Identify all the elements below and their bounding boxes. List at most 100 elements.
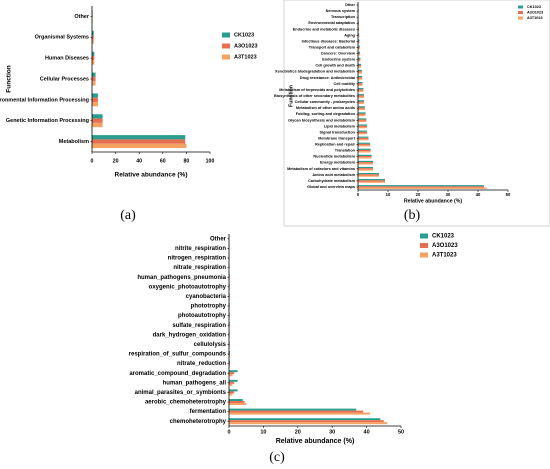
chart-b-y-axis-title: Function	[288, 85, 294, 107]
chart-b-bar	[358, 96, 364, 98]
chart-c-bar	[229, 353, 231, 355]
chart-c-category-label: animal_parasites_or_symbionts	[135, 390, 227, 396]
chart-c-bar	[229, 354, 231, 357]
chart-c-category-label: human_pathogens_pneumonia	[137, 275, 226, 281]
chart-b-category-label: Global and overview maps	[307, 185, 355, 189]
chart-c-bar	[229, 402, 247, 405]
chart-c-legend-swatch	[420, 243, 428, 248]
chart-b-bar	[358, 162, 373, 164]
chart-b-bar	[358, 130, 367, 132]
chart-a-bar	[92, 139, 186, 144]
chart-c-category-label: dark_hydrogen_oxidation	[153, 332, 227, 338]
chart-b-category-label: Metabolism of terpenoids and polyketides	[279, 88, 355, 92]
chart-c-bar	[229, 420, 384, 423]
chart-a-bar	[92, 39, 94, 44]
chart-a-x-tick-label: 80	[184, 158, 190, 164]
chart-c-category-label: nitrate_respiration	[173, 265, 226, 271]
chart-b-bar	[358, 143, 370, 146]
chart-b-category-label: Folding, sorting and degradation	[296, 112, 356, 116]
chart-a-legend-swatch	[222, 32, 230, 38]
chart-b-bar	[358, 63, 361, 66]
chart-b-bar	[358, 77, 363, 79]
chart-a-x-tick-label: 20	[113, 158, 119, 164]
chart-a-bar	[92, 93, 98, 98]
chart-a-category-label: Cellular Processes	[40, 76, 89, 82]
chart-a-bar	[92, 122, 103, 128]
chart-b-bar	[358, 46, 360, 49]
chart-b-bar	[358, 163, 373, 165]
chart-c-bar	[229, 418, 381, 421]
chart-c-x-tick-label: 20	[295, 429, 301, 435]
chart-c-legend-label: A3O1023	[432, 243, 458, 249]
chart-b-bar	[358, 106, 365, 108]
chart-b-bar	[358, 75, 363, 78]
chart-c-bar	[229, 391, 235, 394]
chart-c-x-tick-label: 50	[398, 429, 404, 435]
chart-b-bar	[358, 119, 367, 121]
chart-b-category-label: Signal transduction	[320, 130, 356, 134]
chart-c-bar	[229, 422, 388, 425]
chart-b-bar	[358, 71, 362, 73]
chart-c-bar	[229, 410, 364, 413]
chart-b-bar	[358, 126, 367, 129]
chart-b-x-axis-title: Relative abundance (%)	[404, 198, 463, 204]
chart-b-bar	[358, 175, 379, 177]
chart-a-x-tick-label: 0	[91, 158, 94, 164]
chart-b-category-label: Cellular community - prokaryotes	[295, 100, 355, 104]
chart-c-bar	[229, 370, 238, 373]
chart-b-bar	[358, 57, 361, 59]
chart-c-bar	[229, 362, 231, 365]
chart-b-bar	[358, 133, 367, 135]
chart-c-category-label: phototrophy	[191, 304, 227, 310]
chart-b-bar	[358, 100, 364, 102]
chart-a-x-tick-label: 60	[160, 158, 166, 164]
chart-b-bar	[358, 95, 364, 97]
chart-b-legend-label: A3T1023	[527, 16, 543, 20]
chart-c-category-label: cyanobacteria	[186, 294, 227, 300]
chart-a-bar	[92, 51, 95, 56]
chart-b-bar	[358, 34, 360, 36]
chart-b-bar	[358, 65, 361, 67]
chart-c-bar	[229, 412, 371, 415]
chart-b-bar	[358, 180, 385, 182]
chart-b-category-label: Cell growth and death	[315, 64, 355, 68]
chart-b-legend-label: A3O1023	[527, 11, 543, 15]
chart-b-bar	[358, 185, 484, 187]
panel-b-frame	[283, 0, 550, 227]
chart-b-bar	[358, 27, 359, 29]
chart-b-bar	[358, 136, 369, 138]
chart-c-category-label: nitrogen_respiration	[168, 256, 227, 262]
chart-b-legend-swatch	[518, 16, 523, 20]
chart-a-category-label: Environmental Information Processing	[0, 97, 89, 103]
chart-b-bar	[358, 148, 371, 150]
chart-b-bar	[358, 166, 373, 169]
chart-b-bar	[358, 51, 361, 53]
chart-b-bar	[358, 145, 370, 147]
chart-b-category-label: Amino acid metabolism	[312, 173, 355, 177]
chart-b-bar	[358, 181, 385, 183]
chart-b-x-tick-label: 50	[506, 192, 511, 197]
chart-a-bar	[92, 55, 95, 61]
chart-c-legend-swatch	[420, 252, 428, 258]
chart-b-bar	[358, 42, 360, 44]
chart-b-bar	[358, 33, 360, 35]
chart-c-bar	[229, 399, 243, 402]
chart-b-bar	[358, 186, 484, 188]
chart-a-x-tick-label: 40	[136, 158, 142, 164]
chart-c-x-tick-label: 10	[260, 429, 266, 435]
chart-b-bar	[358, 52, 361, 55]
chart-c-x-tick-label: 40	[364, 429, 370, 435]
chart-b-category-label: Endocrine system	[322, 58, 355, 62]
chart-a-bar	[92, 81, 96, 86]
chart-b-bar	[358, 149, 371, 152]
chart-c-legend-label: CK1023	[432, 234, 455, 240]
chart-b-bar	[358, 179, 385, 181]
chart-c-panel-label: (c)	[269, 450, 285, 465]
chart-b-bar	[358, 114, 366, 117]
chart-a-bar	[92, 97, 98, 103]
chart-b-bar	[358, 40, 360, 43]
chart-b-category-label: Metabolism of other amino acids	[296, 106, 355, 110]
chart-b-bar	[358, 112, 366, 114]
chart-b-bar	[358, 78, 363, 80]
